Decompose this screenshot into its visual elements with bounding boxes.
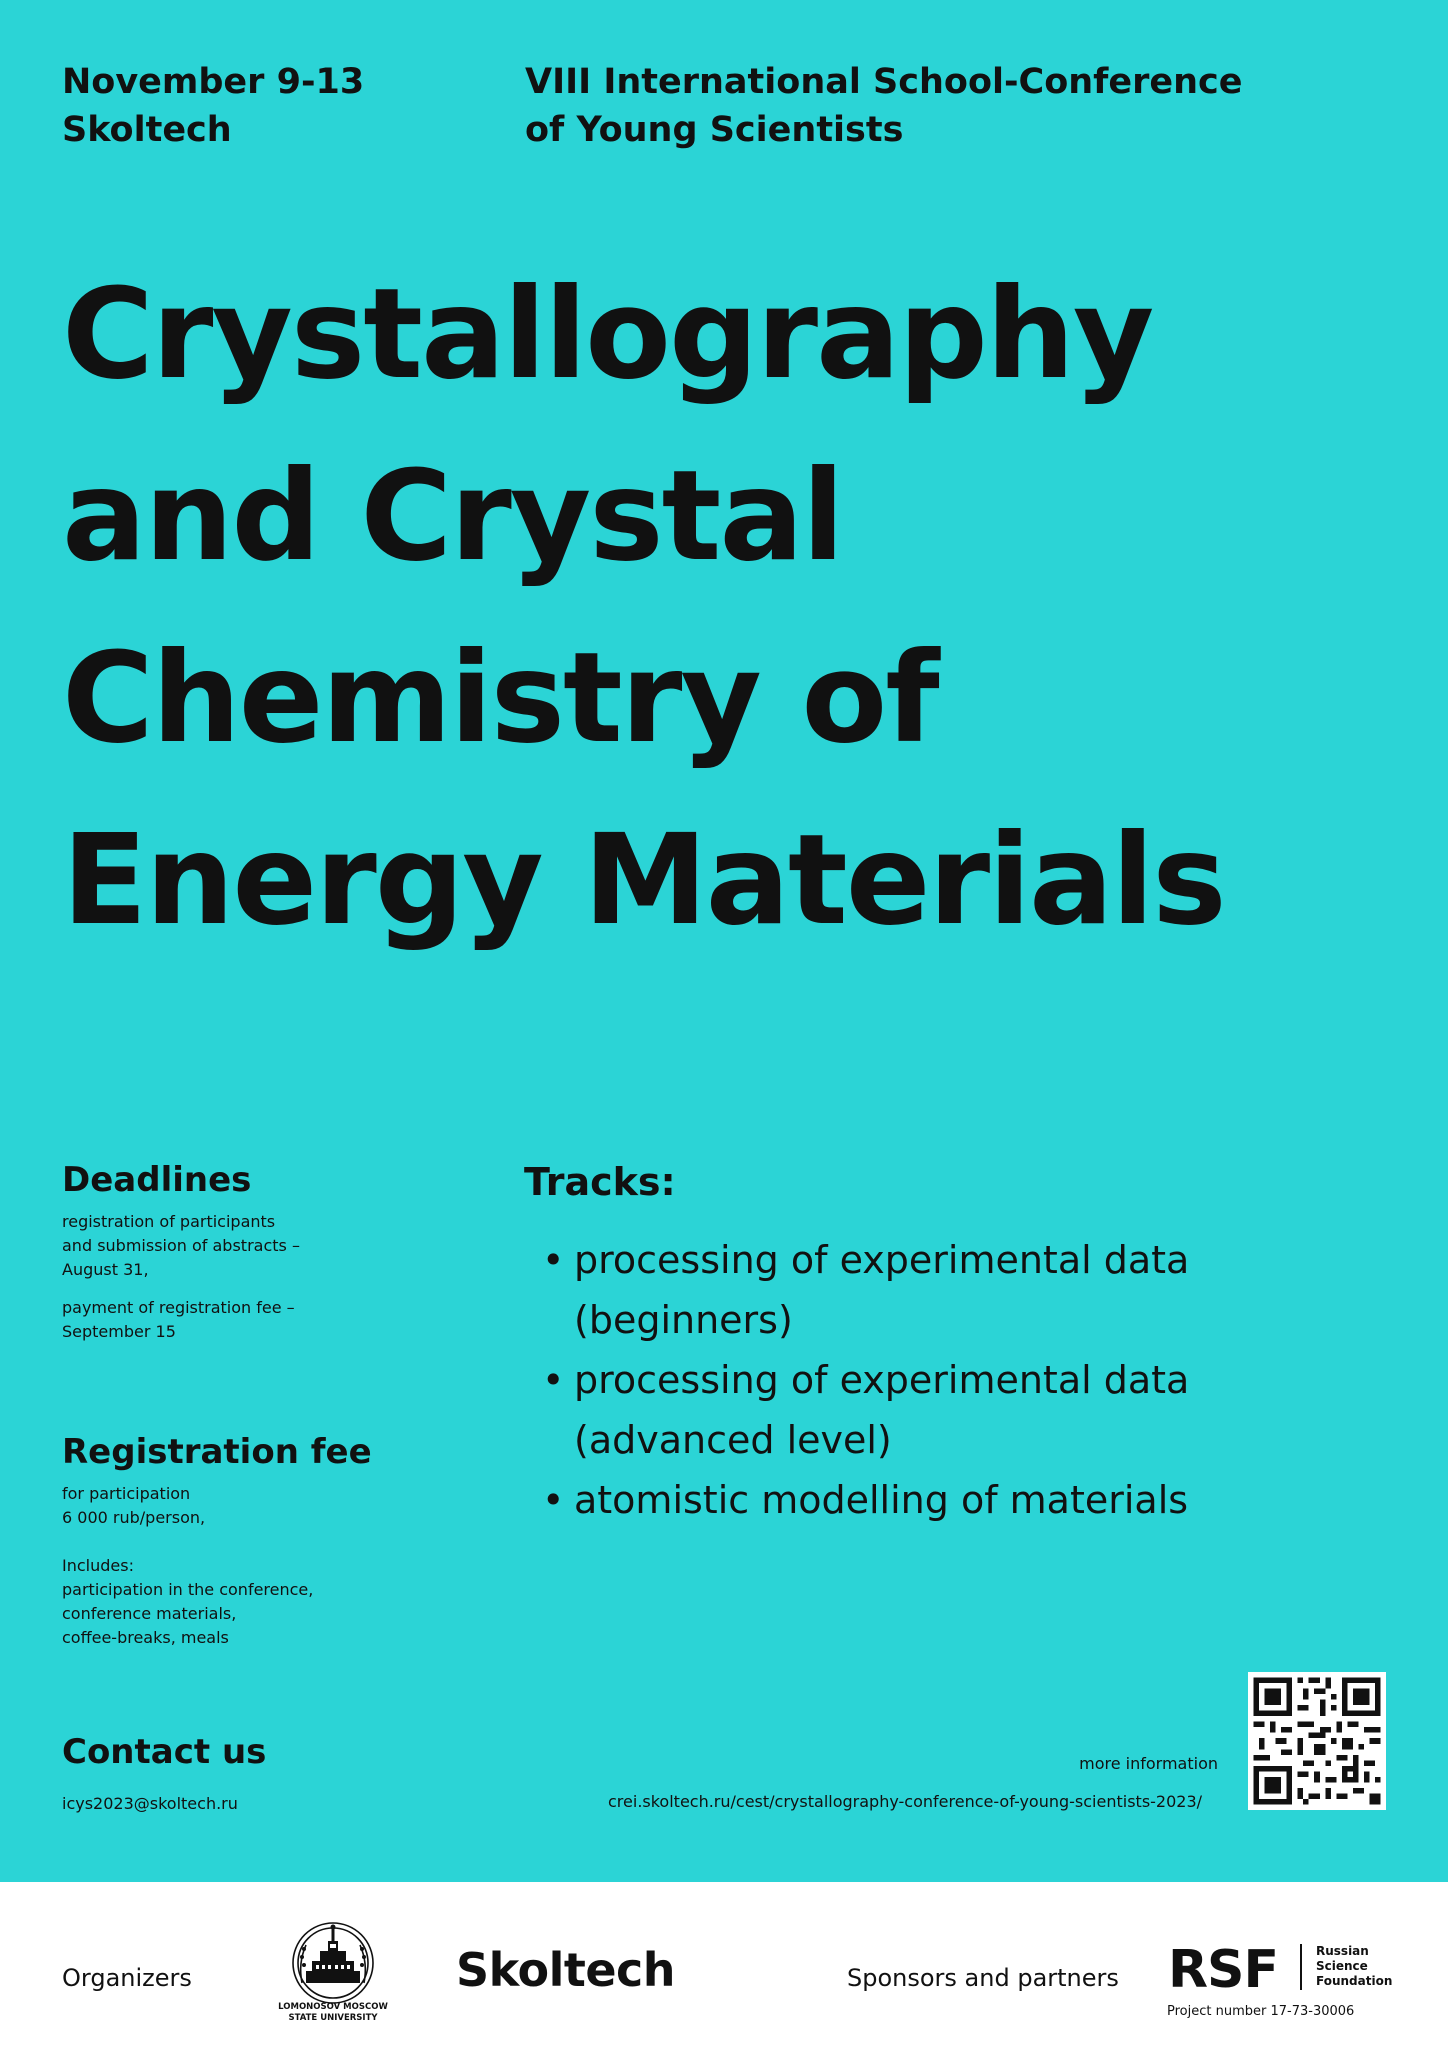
rsf-name-line3: Foundation	[1316, 1974, 1393, 1988]
bullet-icon: •	[542, 1358, 565, 1402]
track-1-line2: (beginners)	[574, 1298, 793, 1342]
deadlines-heading: Deadlines	[62, 1160, 252, 1200]
list-item: • atomistic modelling of materials	[524, 1470, 1324, 1530]
track-1-line1: processing of experimental data	[574, 1238, 1190, 1282]
poster: November 9-13 Skoltech VIII Internationa…	[62, 58, 1392, 1816]
fee-details: for participation 6 000 rub/person, Incl…	[62, 1482, 462, 1650]
deadlines-section: Deadlines registration of participants a…	[62, 1158, 462, 1344]
deadline-payment-line2: September 15	[62, 1322, 176, 1341]
event-name-line1: VIII International School-Conference	[525, 62, 1243, 102]
more-info-url[interactable]: crei.skoltech.ru/cest/crystallography-co…	[608, 1792, 1203, 1811]
rsf-name-line1: Russian	[1316, 1944, 1369, 1958]
page-title: Crystallography and Crystal Chemistry of…	[62, 244, 1392, 972]
rsf-name: Russian Science Foundation	[1316, 1944, 1392, 1989]
deadline-registration-line1: registration of participants	[62, 1212, 276, 1231]
msu-caption-line1: LOMONOSOV MOSCOW	[278, 2002, 388, 2012]
deadline-payment: payment of registration fee – September …	[62, 1296, 462, 1344]
track-2-line1: processing of experimental data	[574, 1358, 1190, 1402]
tracks-list: • processing of experimental data (begin…	[524, 1230, 1324, 1530]
event-dates: November 9-13	[62, 62, 365, 102]
tracks-heading: Tracks:	[524, 1160, 676, 1204]
track-2-line2: (advanced level)	[574, 1418, 892, 1462]
contact-section: Contact us icys2023@skoltech.ru	[62, 1730, 462, 1816]
event-venue: Skoltech	[62, 110, 232, 150]
rsf-project-number: Project number 17-73-30006	[1167, 2004, 1355, 2019]
title-line-4: Energy Materials	[62, 808, 1227, 953]
fee-includes-line3: coffee-breaks, meals	[62, 1628, 229, 1647]
rsf-divider	[1300, 1944, 1302, 1990]
registration-fee-heading: Registration fee	[62, 1432, 372, 1472]
deadline-payment-line1: payment of registration fee –	[62, 1298, 295, 1317]
rsf-name-line2: Science	[1316, 1959, 1368, 1973]
event-name: VIII International School-Conference of …	[525, 58, 1243, 154]
registration-fee-section: Registration fee for participation 6 000…	[62, 1430, 462, 1650]
bullet-icon: •	[542, 1478, 565, 1522]
more-info-label: more information	[1079, 1754, 1218, 1773]
event-date-venue: November 9-13 Skoltech	[62, 58, 364, 154]
deadline-registration-line3: August 31,	[62, 1260, 149, 1279]
fee-includes-line1: participation in the conference,	[62, 1580, 314, 1599]
fee-includes-label: Includes:	[62, 1556, 134, 1575]
qr-code-icon[interactable]	[1248, 1672, 1386, 1810]
title-line-1: Crystallography	[62, 262, 1154, 407]
event-name-line2: of Young Scientists	[525, 110, 904, 150]
contact-heading: Contact us	[62, 1732, 267, 1772]
track-3-line1: atomistic modelling of materials	[574, 1478, 1189, 1522]
footer	[0, 1882, 1448, 2048]
organizers-label: Organizers	[62, 1964, 192, 1992]
fee-line1: for participation	[62, 1484, 191, 1503]
fee-includes-line2: conference materials,	[62, 1604, 237, 1623]
deadline-registration-line2: and submission of abstracts –	[62, 1236, 300, 1255]
msu-logo-icon	[292, 1922, 374, 2004]
fee-gap	[62, 1530, 462, 1554]
bullet-icon: •	[542, 1238, 565, 1282]
title-line-2: and Crystal	[62, 444, 845, 589]
deadline-registration: registration of participants and submiss…	[62, 1210, 462, 1282]
msu-caption: LOMONOSOV MOSCOW STATE UNIVERSITY	[260, 2002, 406, 2024]
title-line-3: Chemistry of	[62, 626, 940, 771]
rsf-logo: RSF	[1168, 1940, 1279, 2000]
sponsors-label: Sponsors and partners	[847, 1964, 1119, 1992]
msu-caption-line2: STATE UNIVERSITY	[288, 2013, 378, 2023]
tracks-section: Tracks: • processing of experimental dat…	[524, 1160, 1324, 1530]
list-item: • processing of experimental data (advan…	[524, 1350, 1324, 1470]
list-item: • processing of experimental data (begin…	[524, 1230, 1324, 1350]
contact-email[interactable]: icys2023@skoltech.ru	[62, 1794, 238, 1813]
skoltech-logo: Skoltech	[456, 1943, 676, 1997]
fee-line2: 6 000 rub/person,	[62, 1508, 206, 1527]
